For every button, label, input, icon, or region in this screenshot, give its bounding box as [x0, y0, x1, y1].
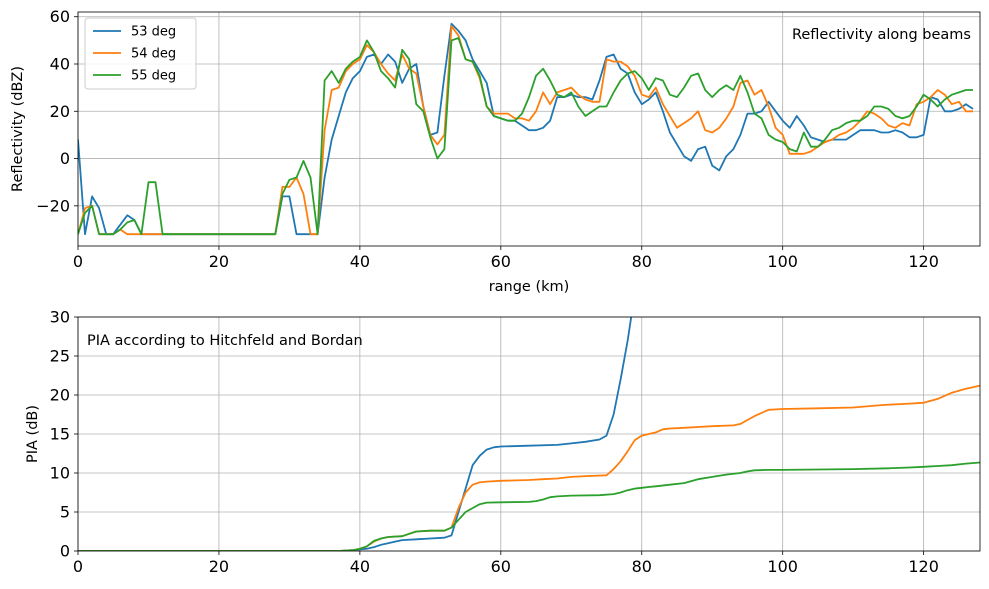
pia-axes: 0 20 40 60 80 100 120 0 5 10 15 20 25 30 PIA (dB) PI… [25, 308, 981, 576]
pia-y-tick-label: 5 [60, 503, 70, 522]
pia-y-tick-label: 25 [50, 347, 70, 366]
legend-label-2: 54 deg [131, 47, 176, 62]
reflectivity-x-tick-label: 20 [209, 252, 229, 271]
reflectivity-y-tick-label: 60 [50, 7, 70, 26]
reflectivity-grid [77, 12, 980, 246]
pia-y-tick-label: 10 [50, 464, 70, 483]
reflectivity-y-ticks: −20 0 20 40 60 [36, 7, 78, 215]
pia-x-ticks: 0 20 40 60 80 100 120 [73, 551, 939, 576]
pia-grid [77, 316, 980, 552]
legend-label-1: 53 deg [131, 25, 176, 40]
reflectivity-series-line-3 [78, 37, 973, 236]
pia-x-tick-label: 20 [209, 557, 229, 576]
reflectivity-y-tick-label: 0 [60, 149, 70, 168]
reflectivity-series-line-2 [78, 25, 973, 236]
pia-y-tick-label: 0 [60, 542, 70, 561]
reflectivity-x-axis-label: range (km) [489, 279, 570, 295]
pia-y-tick-label: 20 [50, 386, 70, 405]
pia-y-ticks: 0 5 10 15 20 25 30 [50, 308, 78, 561]
reflectivity-axes-frame [77, 11, 981, 247]
legend-box [84, 17, 197, 90]
reflectivity-x-tick-label: 60 [491, 252, 511, 271]
pia-series-lines [78, 317, 980, 551]
reflectivity-x-tick-label: 100 [767, 252, 798, 271]
reflectivity-series-lines [78, 22, 974, 236]
pia-annotation: PIA according to Hitchfeld and Bordan [87, 333, 363, 349]
reflectivity-x-tick-label: 80 [632, 252, 652, 271]
reflectivity-annotation: Reflectivity along beams [792, 27, 971, 43]
pia-y-tick-label: 30 [50, 308, 70, 327]
pia-axes-frame [77, 316, 981, 552]
reflectivity-x-tick-label: 120 [908, 252, 939, 271]
pia-x-tick-label: 100 [767, 557, 798, 576]
pia-y-tick-label: 15 [50, 425, 70, 444]
reflectivity-x-tick-label: 40 [350, 252, 370, 271]
legend-label-3: 55 deg [131, 69, 176, 84]
pia-y-axis-label: PIA (dB) [25, 405, 41, 463]
reflectivity-y-tick-label: −20 [36, 196, 70, 215]
reflectivity-legend: 53 deg 54 deg 55 deg [84, 17, 197, 90]
pia-x-tick-label: 40 [350, 557, 370, 576]
reflectivity-series-line-1 [78, 22, 974, 236]
reflectivity-y-axis-label: Reflectivity (dBZ) [10, 66, 26, 192]
pia-x-tick-label: 0 [73, 557, 83, 576]
reflectivity-x-tick-label: 0 [73, 252, 83, 271]
pia-x-tick-label: 60 [491, 557, 511, 576]
reflectivity-axes: 0 20 40 60 80 100 120 −20 0 20 40 60 range (km) Re… [10, 7, 981, 295]
pia-series-line-3 [78, 461, 980, 551]
reflectivity-y-tick-label: 20 [50, 102, 70, 121]
pia-x-tick-label: 120 [908, 557, 939, 576]
pia-x-tick-label: 80 [632, 557, 652, 576]
reflectivity-y-tick-label: 40 [50, 55, 70, 74]
reflectivity-x-ticks: 0 20 40 60 80 100 120 [73, 246, 939, 271]
